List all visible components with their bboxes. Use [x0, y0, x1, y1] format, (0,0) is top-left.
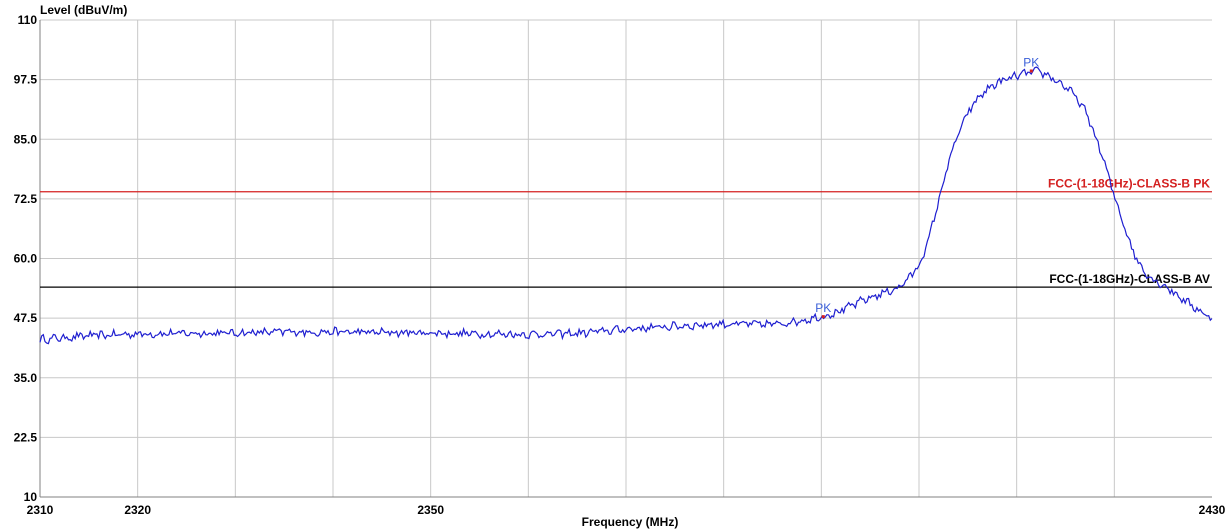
y-tick-label: 97.5 — [14, 73, 38, 87]
x-tick-label: 2350 — [417, 503, 444, 517]
peak-markers: PK PK — [815, 55, 1039, 319]
y-tick-label: 47.5 — [14, 311, 38, 325]
x-axis-label: Frequency (MHz) — [582, 515, 679, 529]
y-tick-label: 110 — [18, 13, 38, 27]
series-layer — [39, 66, 1213, 345]
y-tick-label: 85.0 — [14, 132, 38, 146]
x-tick-label: 2320 — [124, 503, 151, 517]
peak-marker-point — [821, 315, 825, 319]
y-tick-labels: 110 97.5 85.0 72.5 60.0 47.5 35.0 22.5 10 — [14, 13, 38, 504]
x-tick-labels: 2310 2320 2350 2430 — [27, 503, 1226, 517]
y-tick-label: 22.5 — [14, 430, 38, 444]
y-tick-label: 72.5 — [14, 192, 38, 206]
series-line — [39, 66, 1213, 345]
y-tick-label: 35.0 — [14, 371, 38, 385]
peak-marker-label: PK — [815, 301, 831, 315]
limit-lines: FCC-(1-18GHz)-CLASS-B PK FCC-(1-18GHz)-CL… — [40, 177, 1212, 288]
limit-line-label: FCC-(1-18GHz)-CLASS-B AV — [1049, 272, 1210, 286]
y-axis-label: Level (dBuV/m) — [40, 3, 127, 17]
axes — [39, 20, 1212, 498]
peak-marker-label: PK — [1023, 55, 1039, 69]
x-tick-label: 2430 — [1199, 503, 1226, 517]
y-tick-label: 10 — [24, 490, 38, 504]
y-tick-label: 60.0 — [14, 252, 38, 266]
x-tick-label: 2310 — [27, 503, 54, 517]
limit-line-label: FCC-(1-18GHz)-CLASS-B PK — [1048, 177, 1210, 191]
peak-marker-point — [1029, 69, 1033, 73]
